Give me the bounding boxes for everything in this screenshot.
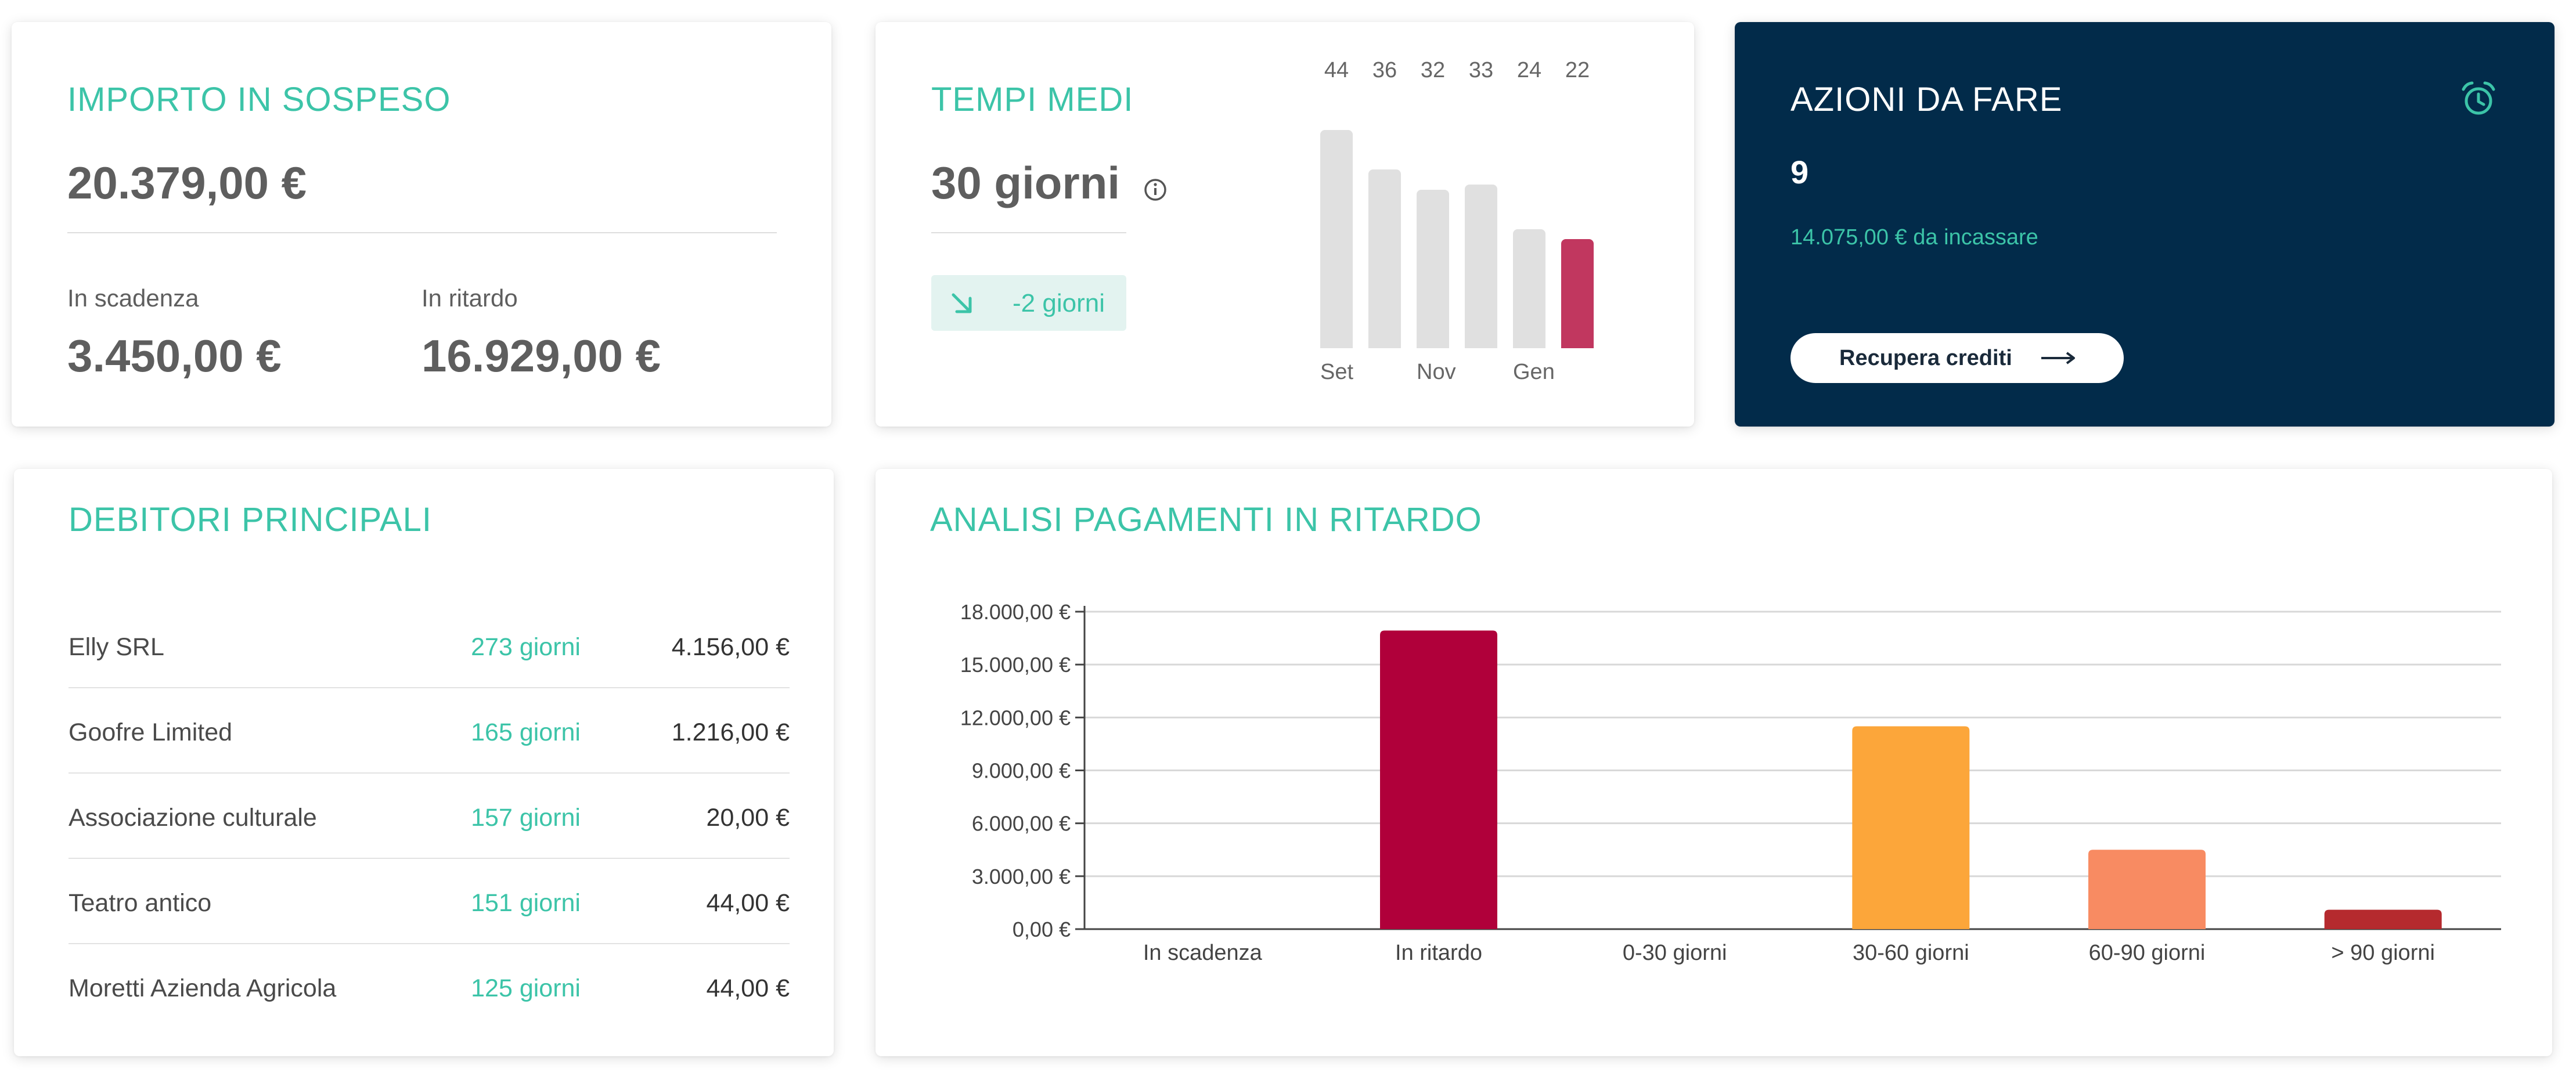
actions-card: AZIONI DA FARE 9 14.075,00 € da incassar… [1735, 22, 2555, 427]
debtor-days: 157 giorni [471, 804, 581, 832]
debtors-card: DEBITORI PRINCIPALI Elly SRL 273 giorni 4.… [14, 469, 834, 1056]
x-tick-label: 30-60 giorni [1853, 941, 1969, 965]
y-tick-label: 18.000,00 € [960, 600, 1071, 624]
divider [67, 232, 777, 233]
divider [931, 232, 1126, 233]
avg-times-bar-label: 44 [1324, 58, 1349, 82]
debtor-amount: 1.216,00 € [671, 718, 790, 746]
actions-description: 14.075,00 € da incassare [1790, 225, 2038, 250]
avg-times-month-label: Nov [1417, 360, 1456, 384]
bar[interactable] [2324, 909, 2442, 929]
y-tick-label: 9.000,00 € [972, 759, 1071, 783]
avg-times-month-label: Gen [1513, 360, 1555, 384]
avg-times-bar-label: 22 [1565, 58, 1590, 82]
debtors-title: DEBITORI PRINCIPALI [69, 501, 432, 539]
debtor-row[interactable]: Moretti Azienda Agricola 125 giorni 44,00 … [69, 943, 790, 1028]
debtor-amount: 4.156,00 € [671, 633, 790, 661]
delta-badge: -2 giorni [931, 275, 1126, 331]
debtor-name: Associazione culturale [69, 804, 317, 832]
outstanding-card: IMPORTO IN SOSPESO 20.379,00 € In scaden… [12, 22, 831, 427]
outstanding-title: IMPORTO IN SOSPESO [67, 81, 451, 118]
late-value: 16.929,00 € [421, 330, 661, 381]
avg-times-bar-label: 36 [1372, 58, 1397, 82]
actions-count: 9 [1790, 154, 1809, 190]
alarm-clock-icon[interactable] [2459, 80, 2498, 118]
bar[interactable] [1852, 726, 1970, 929]
debtor-name: Goofre Limited [69, 718, 233, 746]
avg-times-bar [1320, 130, 1353, 348]
avg-times-month-label: Set [1320, 360, 1354, 384]
avg-times-value: 30 giorni [931, 157, 1121, 208]
late-analysis-title: ANALISI PAGAMENTI IN RITARDO [930, 501, 1482, 539]
avg-times-bar [1513, 229, 1545, 348]
outstanding-total: 20.379,00 € [67, 157, 307, 208]
avg-times-bar [1368, 169, 1401, 348]
due-label: In scadenza [67, 284, 199, 312]
debtor-days: 165 giorni [471, 718, 581, 746]
debtor-name: Teatro antico [69, 889, 212, 917]
avg-times-bar [1465, 185, 1497, 348]
avg-times-card: TEMPI MEDI 30 giorni -2 giorni 44 36 32 33 2… [876, 22, 1694, 427]
late-analysis-card: ANALISI PAGAMENTI IN RITARDO 0,00 € 3.000… [876, 469, 2552, 1056]
debtor-name: Moretti Azienda Agricola [69, 974, 337, 1002]
actions-title: AZIONI DA FARE [1790, 81, 2063, 118]
debtor-row[interactable]: Teatro antico 151 giorni 44,00 € [69, 858, 790, 944]
debtor-row[interactable]: Goofre Limited 165 giorni 1.216,00 € [69, 687, 790, 774]
avg-times-title: TEMPI MEDI [931, 81, 1134, 118]
bar[interactable] [1380, 630, 1497, 929]
debtor-days: 151 giorni [471, 889, 581, 917]
delta-value: -2 giorni [1013, 289, 1105, 317]
recover-credits-label: Recupera crediti [1839, 345, 2012, 370]
debtor-amount: 20,00 € [706, 804, 790, 832]
debtor-row[interactable]: Associazione culturale 157 giorni 20,00 € [69, 772, 790, 859]
y-tick-label: 3.000,00 € [972, 865, 1071, 888]
x-tick-label: In ritardo [1395, 941, 1482, 965]
x-tick-label: 60-90 giorni [2089, 941, 2206, 965]
late-label: In ritardo [421, 284, 518, 312]
info-icon[interactable] [1143, 160, 1168, 213]
debtor-amount: 44,00 € [706, 974, 790, 1002]
x-tick-label: > 90 giorni [2331, 941, 2435, 965]
debtor-name: Elly SRL [69, 633, 164, 661]
debtor-row[interactable]: Elly SRL 273 giorni 4.156,00 € [69, 602, 790, 688]
y-tick-label: 15.000,00 € [960, 653, 1071, 677]
debtor-days: 273 giorni [471, 633, 581, 661]
due-value: 3.450,00 € [67, 330, 282, 381]
y-tick-label: 12.000,00 € [960, 706, 1071, 729]
x-tick-label: 0-30 giorni [1623, 941, 1727, 965]
avg-times-bar [1561, 239, 1594, 348]
avg-times-bar [1417, 189, 1449, 348]
bar[interactable] [2088, 850, 2206, 929]
avg-times-bar-label: 33 [1468, 58, 1494, 82]
avg-times-value-row: 30 giorni [931, 157, 1168, 213]
x-tick-label: In scadenza [1143, 941, 1263, 965]
late-payments-bar-chart: 0,00 € 3.000,00 € 6.000,00 € 9.000,00 € 12.0… [960, 600, 2501, 965]
avg-times-bar-label: 32 [1420, 58, 1446, 82]
arrow-down-right-icon [952, 293, 972, 313]
y-tick-label: 6.000,00 € [972, 812, 1071, 836]
recover-credits-button[interactable]: Recupera crediti [1790, 333, 2124, 383]
y-tick-label: 0,00 € [1013, 918, 1071, 941]
debtor-days: 125 giorni [471, 974, 581, 1002]
debtor-amount: 44,00 € [706, 889, 790, 917]
avg-times-bar-label: 24 [1516, 58, 1542, 82]
arrow-right-icon [2041, 352, 2075, 364]
